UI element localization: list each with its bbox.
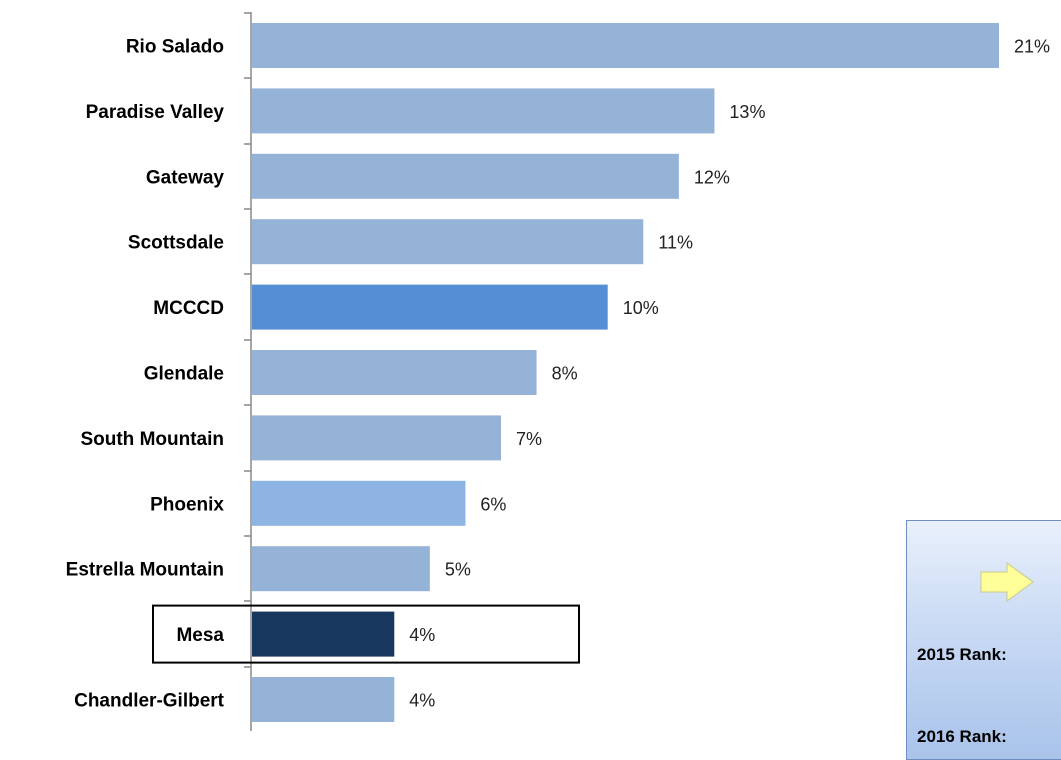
category-label: Rio Salado xyxy=(126,37,224,58)
bar-phoenix xyxy=(252,480,466,526)
category-label: MCCCD xyxy=(153,298,224,319)
category-label: Paradise Valley xyxy=(86,102,225,123)
category-label: Estrella Mountain xyxy=(66,560,224,581)
value-label: 13% xyxy=(729,102,765,122)
category-label: Gateway xyxy=(146,167,225,188)
category-label: Chandler-Gilbert xyxy=(74,691,225,712)
value-label: 8% xyxy=(552,364,578,384)
category-label: Mesa xyxy=(176,625,224,646)
category-label: Scottsdale xyxy=(128,233,224,254)
value-label: 6% xyxy=(480,494,506,514)
right-arrow-icon xyxy=(980,562,1034,602)
bar-south-mountain xyxy=(252,415,501,461)
value-label: 11% xyxy=(658,233,693,253)
highlight-box xyxy=(152,604,580,664)
bar-gateway xyxy=(252,153,679,199)
bar-glendale xyxy=(252,350,537,395)
bar-paradise-valley xyxy=(252,88,715,134)
bar-mesa xyxy=(252,611,395,657)
value-label: 4% xyxy=(409,625,435,645)
value-label: 4% xyxy=(409,691,435,711)
category-label: Glendale xyxy=(144,364,224,385)
value-label: 21% xyxy=(1014,37,1050,57)
value-label: 10% xyxy=(623,298,659,318)
rank-2016-label: 2016 Rank: xyxy=(917,727,1007,746)
category-label: Phoenix xyxy=(150,494,224,515)
bar-chart: Rio Salado 21% Paradise Valley 13% Gateway 12… xyxy=(66,12,1050,731)
value-label: 5% xyxy=(445,560,471,580)
bar-mcccd xyxy=(252,284,608,330)
rank-2015-label: 2015 Rank: xyxy=(917,645,1007,664)
bar-scottsdale xyxy=(252,219,644,265)
value-label: 12% xyxy=(694,167,730,187)
bar-estrella-mountain xyxy=(252,546,430,592)
bar-chandler-gilbert xyxy=(252,677,395,722)
rank-callout-box: 2015 Rank: 2016 Rank: xyxy=(906,520,1061,760)
value-label: 7% xyxy=(516,429,542,449)
category-label: South Mountain xyxy=(80,429,224,450)
bar-rio-salado xyxy=(252,23,999,68)
